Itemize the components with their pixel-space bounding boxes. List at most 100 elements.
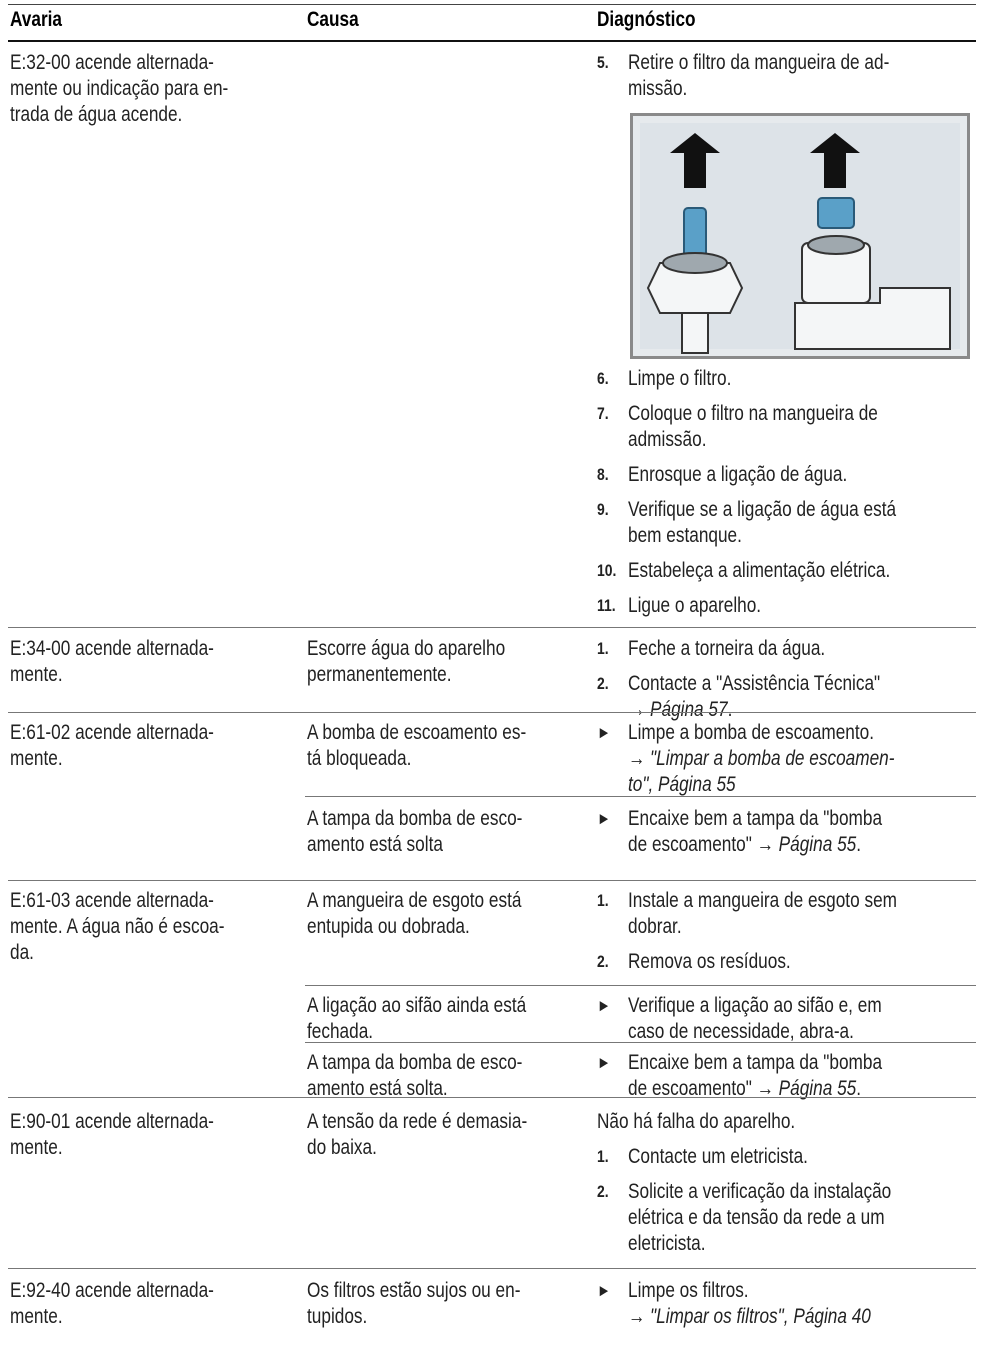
step-text: Coloque o filtro na mangueira de: [628, 402, 878, 425]
row-rule: [8, 712, 976, 713]
cause-text: A bomba de escoamento es-: [307, 721, 527, 744]
fault-text: E:32-00 acende alternada-: [10, 51, 214, 74]
row-rule: [8, 1097, 976, 1098]
step-text: → "Limpar os filtros", Página 40: [628, 1304, 871, 1330]
row-rule: [305, 985, 976, 986]
text-run: → "Limpar os filtros", Página 40: [628, 1305, 871, 1328]
fault-text: mente.: [10, 747, 63, 770]
fault-text: E:34-00 acende alternada-: [10, 637, 214, 660]
step-text: Feche a torneira da água.: [628, 637, 826, 660]
row-rule: [8, 1268, 976, 1269]
row-rule: [305, 1042, 976, 1043]
step-text: elétrica e da tensão da rede a um: [628, 1206, 885, 1229]
step-marker: ►: [597, 1281, 611, 1300]
cause-text: tupidos.: [307, 1305, 368, 1328]
step-marker: 5.: [597, 53, 609, 72]
step-marker: 10.: [597, 561, 617, 580]
step-text: admissão.: [628, 428, 707, 451]
step-text: dobrar.: [628, 915, 682, 938]
text-run: Página 55: [778, 1077, 857, 1100]
fault-text: mente. A água não é escoa-: [10, 915, 225, 938]
fault-text: E:61-03 acende alternada-: [10, 889, 214, 912]
step-marker: 7.: [597, 404, 609, 423]
text-run: →: [628, 698, 651, 721]
fault-text: mente.: [10, 663, 63, 686]
column-header: Avaria: [10, 8, 63, 31]
fault-text: mente.: [10, 1136, 63, 1159]
step-text: eletricista.: [628, 1232, 706, 1255]
step-marker: 1.: [597, 891, 609, 910]
fault-text: E:92-40 acende alternada-: [10, 1279, 214, 1302]
cause-text: entupida ou dobrada.: [307, 915, 470, 938]
step-text: Limpe o filtro.: [628, 367, 732, 390]
cause-text: Os filtros estão sujos ou en-: [307, 1279, 521, 1302]
cause-text: A mangueira de esgoto está: [307, 889, 522, 912]
step-text: Verifique a ligação ao sifão e, em: [628, 994, 882, 1017]
step-text: bem estanque.: [628, 524, 742, 547]
step-text: Solicite a verificação da instalação: [628, 1180, 892, 1203]
step-text: missão.: [628, 77, 688, 100]
step-text: to", Página 55: [628, 772, 736, 798]
step-marker: 9.: [597, 500, 609, 519]
step-text: Enrosque a ligação de água.: [628, 463, 848, 486]
cause-text: amento está solta: [307, 833, 443, 856]
step-marker: ►: [597, 996, 611, 1015]
text-run: Página 55: [778, 833, 857, 856]
top-rule: [8, 4, 976, 5]
filter-illustration: [630, 113, 970, 359]
step-marker: 8.: [597, 465, 609, 484]
step-text: Retire o filtro da mangueira de ad-: [628, 51, 890, 74]
step-text: Ligue o aparelho.: [628, 594, 762, 617]
step-text: de escoamento" → Página 55.: [628, 832, 861, 858]
cause-text: A tampa da bomba de esco-: [307, 807, 523, 830]
step-text: Encaixe bem a tampa da "bomba: [628, 807, 883, 830]
text-run: .: [856, 1077, 862, 1100]
step-marker: 1.: [597, 1147, 609, 1166]
step-text: → "Limpar a bomba de escoamen-: [628, 746, 894, 772]
cause-text: Escorre água do aparelho: [307, 637, 506, 660]
text-run: .: [856, 833, 862, 856]
cause-text: amento está solta.: [307, 1077, 448, 1100]
fault-text: E:61-02 acende alternada-: [10, 721, 214, 744]
step-marker: 2.: [597, 674, 609, 693]
step-text: Limpe os filtros.: [628, 1279, 749, 1302]
step-marker: ►: [597, 723, 611, 742]
cause-text: A ligação ao sifão ainda está: [307, 994, 527, 1017]
fault-text: mente.: [10, 1305, 63, 1328]
column-header: Diagnóstico: [597, 8, 696, 31]
cause-text: A tensão da rede é demasia-: [307, 1110, 528, 1133]
fault-text: da.: [10, 941, 34, 964]
row-rule: [305, 796, 976, 797]
step-marker: ►: [597, 1053, 611, 1072]
cause-text: tá bloqueada.: [307, 747, 412, 770]
row-rule: [8, 880, 976, 881]
cause-text: do baixa.: [307, 1136, 377, 1159]
text-run: → "Limpar a bomba de escoamen-: [628, 747, 895, 770]
step-text: Estabeleça a alimentação elétrica.: [628, 559, 891, 582]
step-marker: 2.: [597, 952, 609, 971]
step-text: Remova os resíduos.: [628, 950, 791, 973]
fault-text: E:90-01 acende alternada-: [10, 1110, 214, 1133]
fault-text: mente ou indicação para en-: [10, 77, 229, 100]
row-rule: [8, 627, 976, 628]
text-run: .: [727, 698, 733, 721]
step-text: Limpe a bomba de escoamento.: [628, 721, 875, 744]
step-marker: 1.: [597, 639, 609, 658]
step-text: Contacte um eletricista.: [628, 1145, 808, 1168]
cause-text: permanentemente.: [307, 663, 452, 686]
step-text: de escoamento" → Página 55.: [628, 1076, 861, 1102]
text-run: de escoamento" →: [628, 833, 779, 856]
step-text: Contacte a "Assistência Técnica": [628, 672, 881, 695]
fault-text: trada de água acende.: [10, 103, 183, 126]
text-run: de escoamento" →: [628, 1077, 779, 1100]
step-text: Instale a mangueira de esgoto sem: [628, 889, 897, 912]
column-header: Causa: [307, 8, 359, 31]
step-text: Verifique se a ligação de água está: [628, 498, 897, 521]
text-run: to", Página 55: [628, 773, 736, 796]
step-text: caso de necessidade, abra-a.: [628, 1020, 854, 1043]
step-marker: 11.: [597, 596, 616, 615]
step-text: Encaixe bem a tampa da "bomba: [628, 1051, 883, 1074]
cause-text: A tampa da bomba de esco-: [307, 1051, 523, 1074]
step-marker: ►: [597, 809, 611, 828]
